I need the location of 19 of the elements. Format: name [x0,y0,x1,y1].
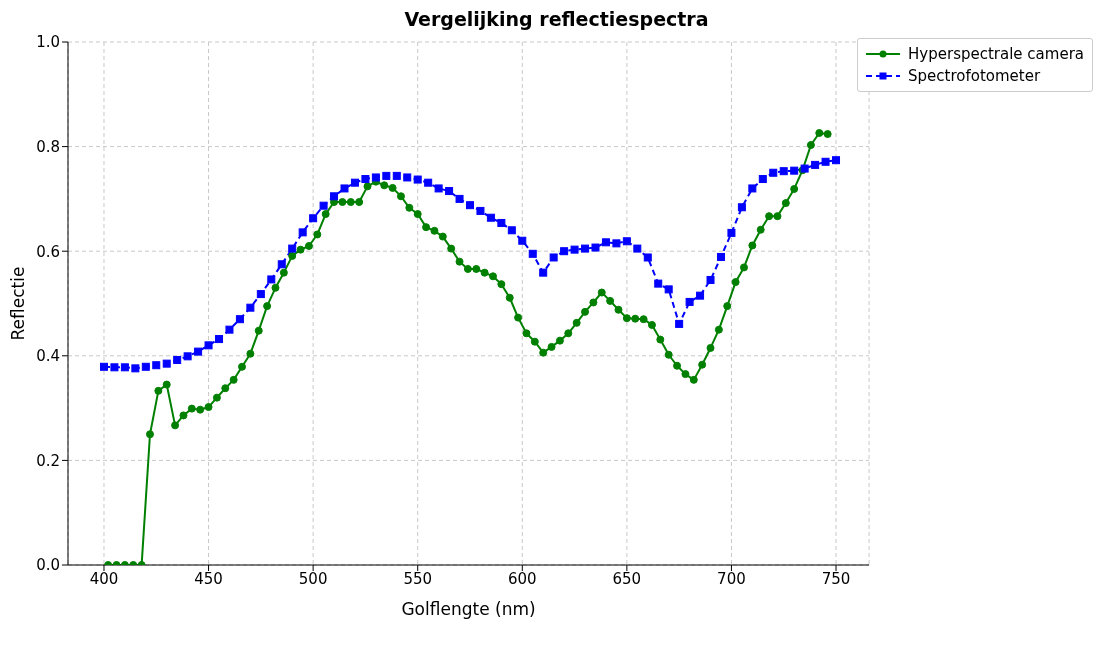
y-tick-label: 1.0 [36,33,60,52]
x-axis-title: Golflengte (nm) [401,599,536,619]
x-tick-label: 500 [298,569,328,588]
x-tick-label: 450 [194,569,223,588]
legend-label: Hyperspectrale camera [907,44,1084,65]
x-tick-label: 750 [821,569,851,588]
chart-title: Vergelijking reflectiespectra [403,8,710,30]
y-tick-label: 0.2 [36,451,60,470]
y-tick-label: 0.6 [36,242,60,261]
y-tick-label: 0.8 [36,137,60,156]
x-tick-label: 650 [612,569,642,588]
x-tick-label: 400 [89,569,119,588]
legend-label: Spectrofotometer [907,66,1042,87]
x-tick-label: 700 [717,569,746,588]
y-tick-label: 0.0 [36,556,60,575]
y-axis-title: Reflectie [8,266,29,341]
y-tick-label: 0.4 [36,347,60,366]
x-tick-label: 600 [507,569,537,588]
x-tick-label: 550 [403,569,433,588]
